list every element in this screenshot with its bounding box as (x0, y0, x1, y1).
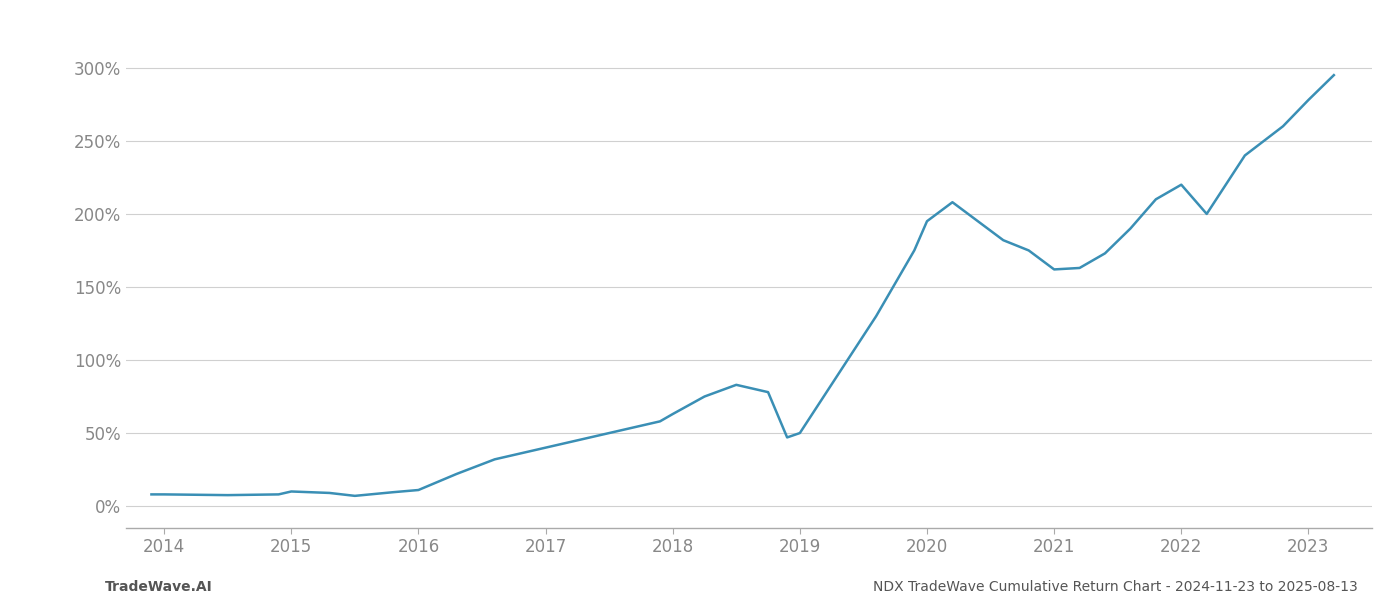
Text: NDX TradeWave Cumulative Return Chart - 2024-11-23 to 2025-08-13: NDX TradeWave Cumulative Return Chart - … (874, 580, 1358, 594)
Text: TradeWave.AI: TradeWave.AI (105, 580, 213, 594)
